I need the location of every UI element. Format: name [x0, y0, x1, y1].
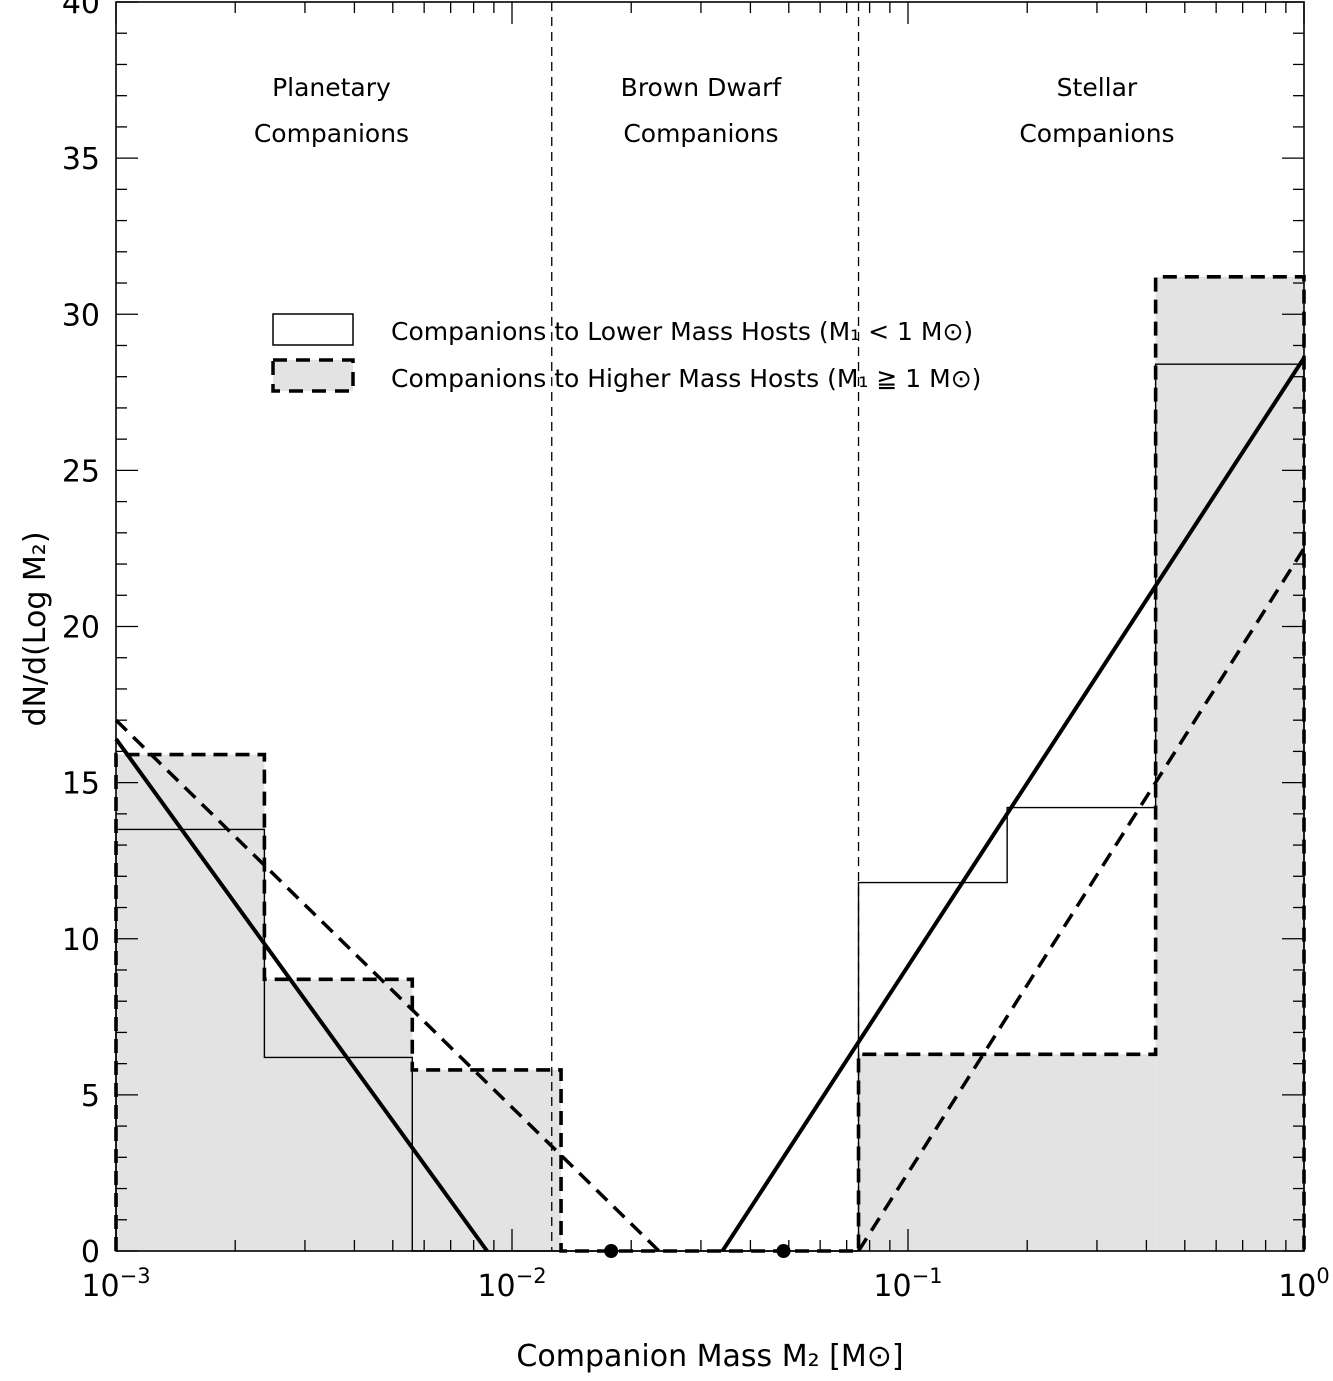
region-label-line1-0: Planetary	[272, 73, 391, 102]
fit-line-lower-mass-0	[114, 737, 489, 1253]
fit-line-higher-mass-1	[857, 547, 1306, 1252]
legend-solid-swatch	[272, 313, 354, 346]
y-tick-label-25: 25	[62, 454, 100, 489]
y-axis-title: dN/d(Log M₂)	[18, 531, 53, 726]
legend-label-lower-mass: Companions to Lower Mass Hosts (M₁ < 1 M…	[391, 317, 973, 346]
hist-high-fill-5	[1155, 276, 1304, 1251]
y-tick-label-20: 20	[62, 611, 100, 646]
y-tick-label-0: 0	[81, 1235, 100, 1270]
hist-high-fill-0	[116, 754, 265, 1251]
fit-line-higher-mass-0	[114, 718, 661, 1253]
region-label-line1-1: Brown Dwarf	[621, 73, 783, 102]
hist-high-fill-2	[412, 1069, 562, 1251]
y-tick-label-35: 35	[62, 142, 100, 177]
x-axis-title: Companion Mass M₂ [M⊙]	[516, 1339, 903, 1374]
legend-dashed-swatch	[271, 358, 355, 393]
x-tick-label-1: 10−2	[477, 1264, 546, 1304]
legend-label-higher-mass: Companions to Higher Mass Hosts (M₁ ≧ 1 …	[391, 364, 981, 393]
fit-line-lower-mass-1	[720, 356, 1306, 1253]
hist-higher-mass-outline	[114, 274, 1306, 1253]
y-tick-label-5: 5	[81, 1079, 100, 1114]
y-tick-label-30: 30	[62, 298, 100, 333]
x-tick-label-3: 100	[1278, 1264, 1330, 1304]
x-tick-label-2: 10−1	[873, 1264, 942, 1304]
y-tick-label-15: 15	[62, 767, 100, 802]
y-tick-label-40: 40	[62, 0, 100, 21]
region-label-line1-2: Stellar	[1057, 73, 1138, 102]
y-tick-label-10: 10	[62, 923, 100, 958]
region-label-line2-0: Companions	[254, 119, 409, 148]
region-label-line2-2: Companions	[1019, 119, 1174, 148]
hist-high-fill-4	[858, 1054, 1156, 1251]
x-tick-label-0: 10−3	[81, 1264, 150, 1304]
region-label-line2-1: Companions	[623, 119, 778, 148]
